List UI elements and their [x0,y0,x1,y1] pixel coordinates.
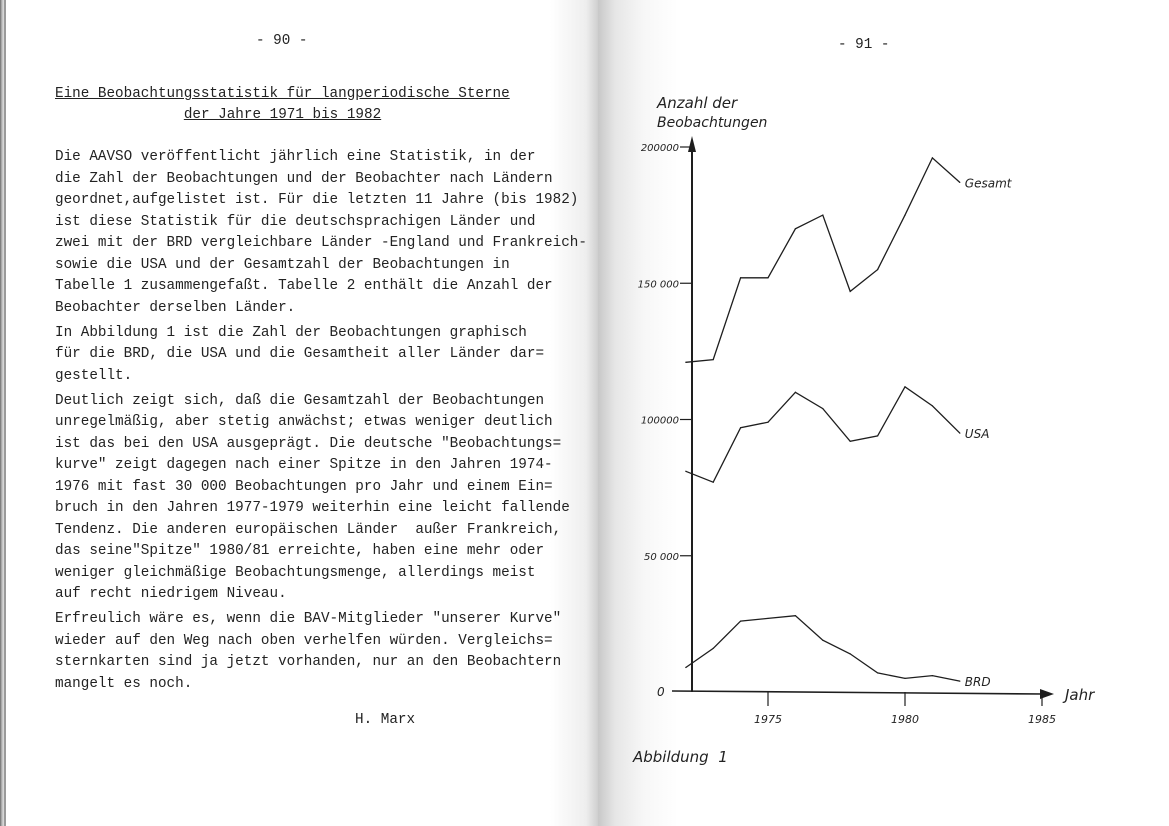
text-line: das seine"Spitze" 1980/81 erreichte, hab… [55,543,545,559]
series-label-gesamt: Gesamt [965,176,1013,190]
series-line-usa [685,385,961,484]
data-point-gesamt [849,290,851,293]
data-point-usa [740,427,742,429]
data-point-usa [931,405,934,407]
paragraph: Erfreulich wäre es, wenn die BAV-Mitglie… [55,609,595,695]
text-line: Tabelle 1 zusammengefaßt. Tabelle 2 enth… [55,278,553,294]
x-axis [671,690,1045,695]
title-line-2: der Jahre 1971 bis 1982 [183,107,382,123]
text-line: wieder auf den Weg nach oben verhelfen w… [55,632,553,649]
x-tick-label: 1985 [1028,713,1056,726]
text-line: sowie die USA und der Gesamtzahl der Beo… [55,256,510,273]
article-title: Eine Beobachtungsstatistik für langperio… [55,84,510,126]
text-line: Deutlich zeigt sich, daß die Gesamtzahl … [55,392,545,409]
text-line: kurve" zeigt dagegen nach einer Spitze i… [55,457,553,473]
data-point-brd [794,615,797,617]
series-label-usa: USA [965,427,990,441]
data-point-gesamt [931,157,934,159]
text-line: In Abbildung 1 ist die Zahl der Beobacht… [55,324,527,341]
data-point-usa [685,470,687,472]
text-line: ist diese Statistik für die deutschsprac… [55,213,536,230]
data-point-usa [794,391,797,393]
data-point-gesamt [959,181,961,184]
text-line: für die BRD, die USA und die Gesamtheit … [55,346,545,362]
text-line: zwei mit der BRD vergleichbare Länder -E… [55,235,587,251]
series-line-brd [685,615,960,682]
x-axis-arrow-icon [1040,689,1054,699]
data-point-gesamt [740,277,742,279]
right-page [598,0,1169,826]
left-page [0,0,598,826]
x-tick-label: 1980 [891,713,919,726]
page-edge [4,0,6,826]
data-point-gesamt [904,214,906,216]
text-line: ist das bei den USA ausgeprägt. Die deut… [55,435,562,452]
y-tick-label: 0 [657,685,665,699]
title-line-1: Eine Beobachtungsstatistik für langperio… [55,86,510,102]
data-point-usa [849,440,851,442]
paragraph: In Abbildung 1 ist die Zahl der Beobacht… [55,323,595,388]
text-line: Die AAVSO veröffentlicht jährlich eine S… [55,149,536,165]
y-tick-label: 200000 [641,143,679,154]
data-point-usa [767,421,769,423]
text-line: die Zahl der Beobachtungen und der Beoba… [55,170,553,187]
data-point-brd [877,672,879,674]
text-line: auf recht niedrigem Niveau. [55,586,287,602]
data-point-usa [959,432,961,434]
data-point-gesamt [712,358,714,361]
paragraph: Deutlich zeigt sich, daß die Gesamtzahl … [55,391,595,606]
data-point-gesamt [794,228,797,230]
data-point-brd [685,666,687,669]
text-line: weniger gleichmäßige Beobachtungsmenge, … [55,564,536,581]
series-line-gesamt [685,156,961,363]
page-number-right: - 91 - [838,37,890,53]
data-point-brd [740,620,742,622]
y-axis-label-line-1: Anzahl der [656,94,738,112]
x-axis-label: Jahr [1062,686,1095,704]
article-body: Die AAVSO veröffentlicht jährlich eine S… [55,147,595,699]
data-point-gesamt [822,214,824,216]
text-line: Tendenz. Die anderen europäischen Länder… [55,521,562,538]
data-point-brd [822,639,824,641]
y-tick-label: 100000 [641,416,679,427]
page-number-left: - 90 - [256,33,308,49]
text-line: Erfreulich wäre es, wenn die BAV-Mitglie… [55,611,562,627]
data-point-gesamt [685,361,687,363]
text-line: unregelmäßig, aber stetig anwächst; etwa… [55,414,553,430]
y-tick-label: 50 000 [644,552,679,563]
data-point-usa [712,481,714,483]
data-point-brd [931,675,934,677]
paragraph: Die AAVSO veröffentlicht jährlich eine S… [55,147,595,319]
signature: H. Marx [355,712,416,728]
y-axis-arrow-icon [688,136,696,152]
y-axis-label-line-2: Beobachtungen [657,115,767,131]
data-point-gesamt [877,269,879,271]
x-tick-label: 1975 [754,713,782,726]
text-line: Beobachter derselben Länder. [55,299,296,316]
data-point-brd [959,680,961,682]
data-point-usa [877,435,879,437]
data-point-brd [767,617,769,620]
figure-caption: Abbildung 1 [633,748,728,766]
data-point-brd [712,647,714,650]
data-point-usa [904,386,906,388]
text-line: sternkarten sind ja jetzt vorhanden, nur… [55,654,562,670]
data-point-brd [849,653,851,655]
text-line: gestellt. [55,367,133,384]
text-line: 1976 mit fast 30 000 Beobachtungen pro J… [55,478,553,495]
data-point-usa [822,408,824,410]
series-label-brd: BRD [965,675,991,689]
text-line: mangelt es noch. [55,675,193,692]
text-line: geordnet,aufgelistet ist. Für die letzte… [55,192,579,208]
data-point-brd [904,677,906,679]
data-point-gesamt [767,277,769,279]
text-line: bruch in den Jahren 1977-1979 weiterhin … [55,500,570,516]
y-tick-label: 150 000 [638,279,679,290]
